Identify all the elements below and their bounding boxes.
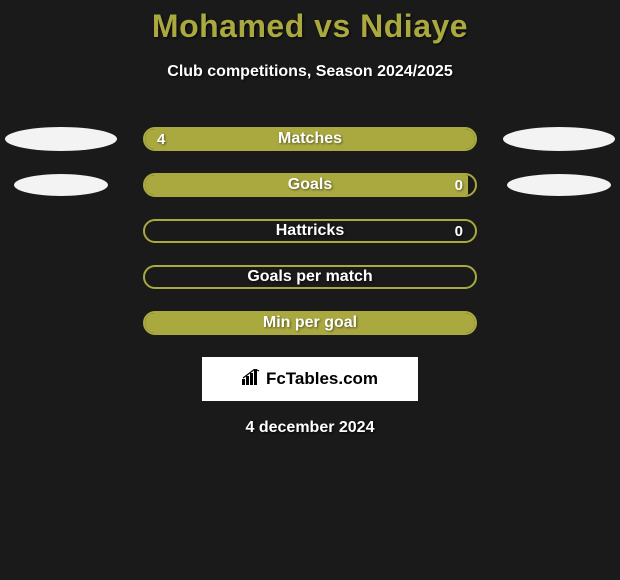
right-ellipse	[507, 174, 611, 196]
bar-label: Goals per match	[145, 267, 475, 287]
title: Mohamed vs Ndiaye	[0, 8, 620, 45]
logo-text: FcTables.com	[266, 369, 378, 389]
stat-row: Goals per match	[0, 265, 620, 289]
bar-label: Hattricks	[145, 221, 475, 241]
bar-label: Matches	[145, 129, 475, 149]
stat-row: Goals 0	[0, 173, 620, 197]
right-ellipse	[503, 127, 615, 151]
stat-rows: 4 Matches Goals 0	[0, 127, 620, 335]
bar-label: Min per goal	[145, 313, 475, 333]
stat-row: Min per goal	[0, 311, 620, 335]
stat-bar: Goals 0	[143, 173, 477, 197]
stat-bar: Min per goal	[143, 311, 477, 335]
infographic-container: Mohamed vs Ndiaye Club competitions, Sea…	[0, 0, 620, 437]
bar-label: Goals	[145, 175, 475, 195]
logo: FcTables.com	[242, 369, 378, 390]
stat-row: 4 Matches	[0, 127, 620, 151]
left-ellipse	[5, 127, 117, 151]
stat-bar: Hattricks 0	[143, 219, 477, 243]
stat-row: Hattricks 0	[0, 219, 620, 243]
stat-bar: Goals per match	[143, 265, 477, 289]
date: 4 december 2024	[0, 419, 620, 437]
bar-value-right: 0	[455, 221, 463, 241]
logo-box: FcTables.com	[202, 357, 418, 401]
bar-value-right: 0	[455, 175, 463, 195]
chart-icon	[242, 369, 262, 390]
stat-bar: 4 Matches	[143, 127, 477, 151]
left-ellipse	[14, 174, 108, 196]
subtitle: Club competitions, Season 2024/2025	[0, 63, 620, 81]
